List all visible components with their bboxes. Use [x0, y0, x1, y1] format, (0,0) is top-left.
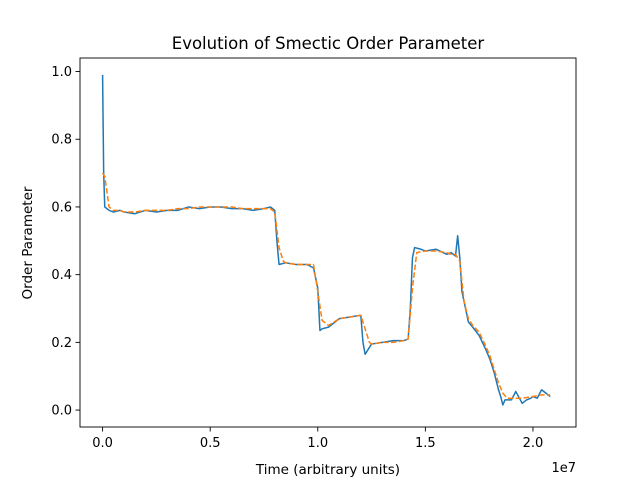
x-axis-ticks: 0.0 0.5 1.0 1.5 2.0 [92, 427, 543, 451]
chart-title: Evolution of Smectic Order Parameter [172, 34, 485, 53]
x-tick-label: 0.0 [92, 436, 113, 451]
plot-area [79, 57, 577, 428]
series-line-2 [101, 172, 551, 399]
series-line-1 [101, 74, 551, 406]
y-tick-label: 0.8 [51, 133, 72, 148]
x-tick-label: 1.5 [415, 436, 436, 451]
y-tick-label: 0.0 [51, 404, 72, 419]
series-layer [101, 74, 551, 406]
x-axis-label: Time (arbitrary units) [255, 462, 400, 478]
y-tick-label: 1.0 [51, 65, 72, 80]
plot-frame [79, 57, 577, 428]
x-tick-label: 0.5 [200, 436, 221, 451]
y-tick-label: 0.6 [51, 200, 72, 215]
y-tick-label: 0.2 [51, 336, 72, 351]
x-tick-label: 2.0 [523, 436, 544, 451]
y-axis-label: Order Parameter [20, 186, 36, 299]
y-tick-label: 0.4 [51, 268, 72, 283]
y-axis-ticks: 0.0 0.2 0.4 0.6 0.8 1.0 [51, 65, 80, 419]
x-axis-offset-label: 1e7 [551, 461, 576, 476]
x-tick-label: 1.0 [307, 436, 328, 451]
